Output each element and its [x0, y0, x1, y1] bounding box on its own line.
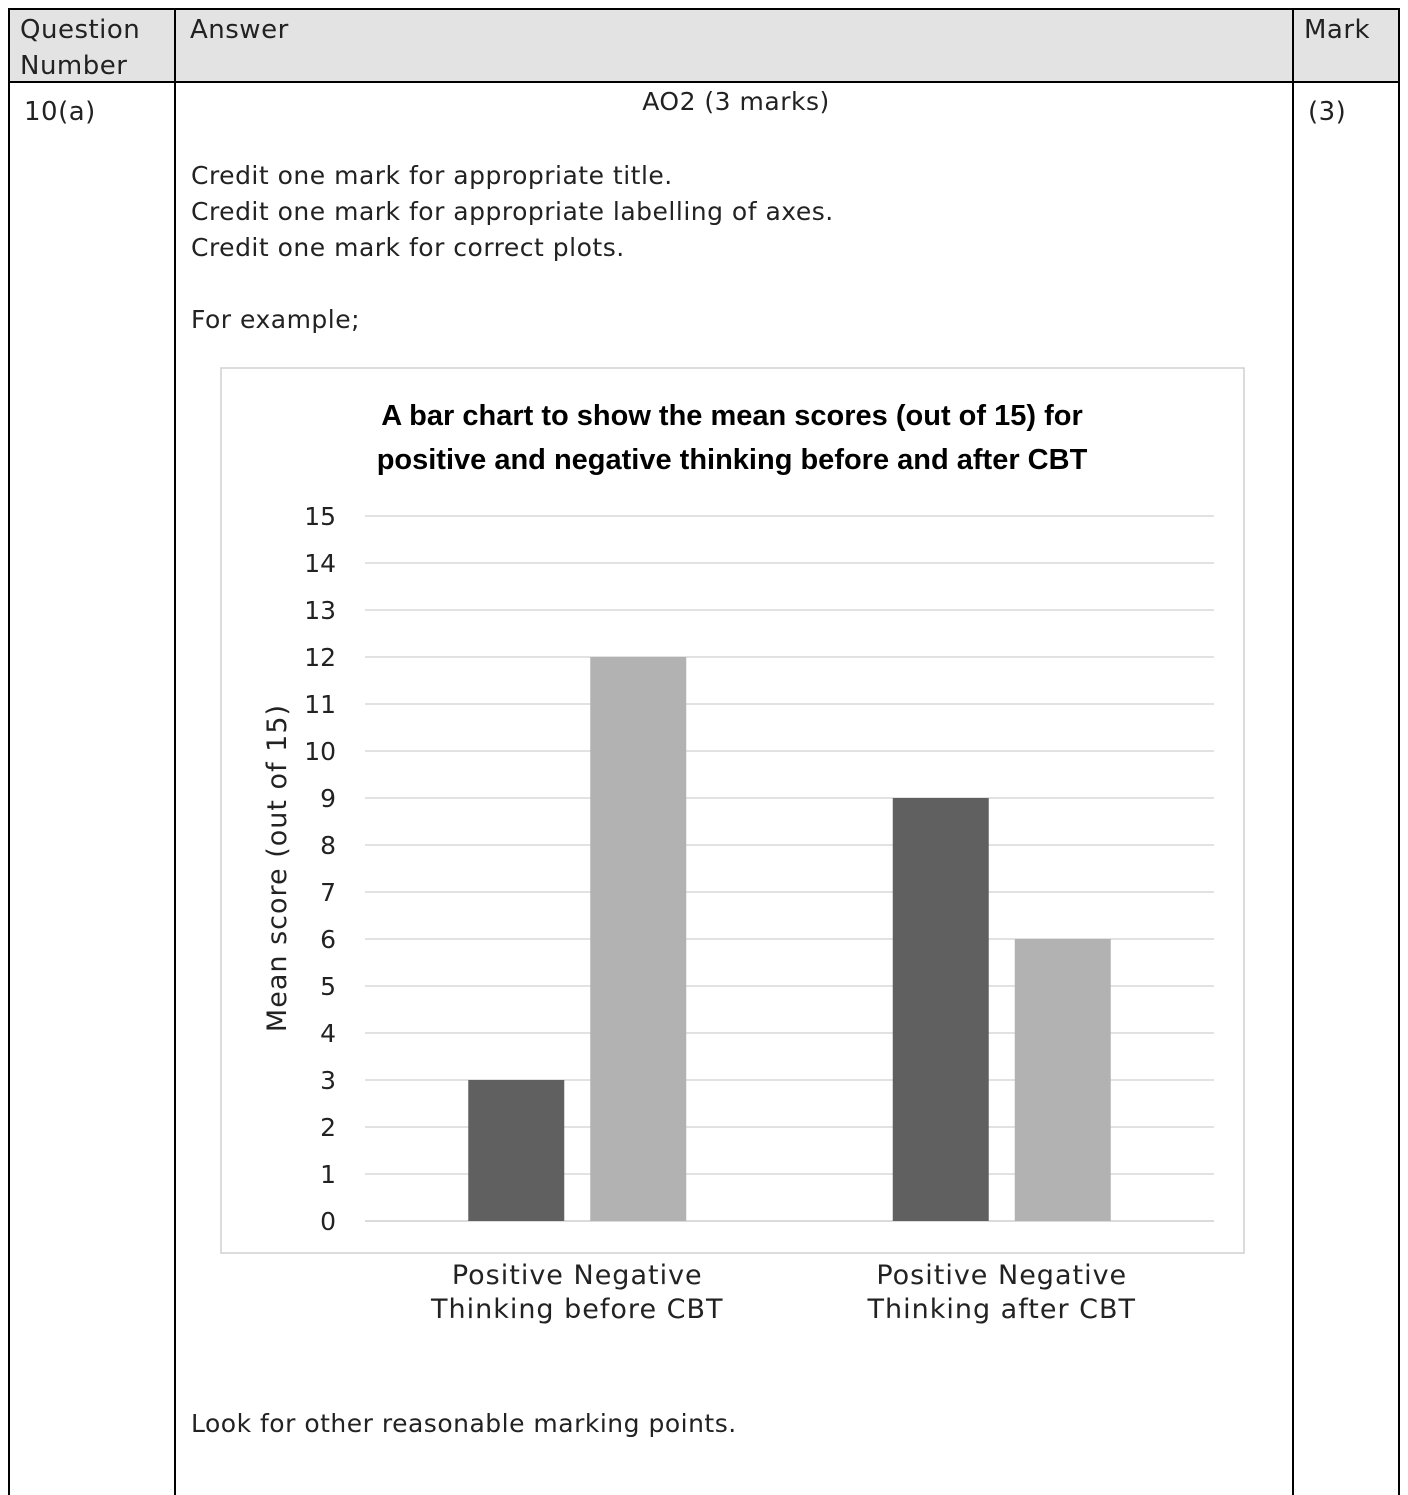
header-question-number: Question Number — [20, 12, 140, 84]
chart-frame — [220, 367, 1245, 1254]
y-tick-label: 6 — [320, 925, 336, 954]
column-divider-1 — [174, 8, 176, 1495]
ao-heading: AO2 (3 marks) — [642, 87, 830, 116]
y-tick-label: 15 — [304, 502, 336, 531]
header-answer: Answer — [190, 15, 289, 45]
footer-note: Look for other reasonable marking points… — [191, 1409, 737, 1438]
chart-title-line-1: A bar chart to show the mean scores (out… — [381, 400, 1082, 432]
bar — [892, 798, 989, 1221]
table-header-row — [8, 8, 1400, 82]
y-tick-label: 13 — [304, 596, 336, 625]
y-tick-label: 3 — [320, 1066, 336, 1095]
y-tick-label: 5 — [320, 972, 336, 1001]
bar — [1014, 939, 1111, 1221]
y-tick-label: 4 — [320, 1019, 336, 1048]
header-question-line-1: Question — [20, 15, 141, 45]
y-axis-label: Mean score (out of 15) — [262, 704, 293, 1032]
y-tick-label: 11 — [304, 690, 336, 719]
x-category-label: Positive Negative — [452, 1260, 703, 1291]
criterion-axes: Credit one mark for appropriate labellin… — [191, 197, 834, 226]
mark-value: (3) — [1308, 97, 1347, 127]
criterion-title: Credit one mark for appropriate title. — [191, 161, 673, 190]
mark-scheme-table: Question Number Answer Mark 10(a) (3) AO… — [8, 8, 1400, 1495]
y-tick-label: 7 — [320, 878, 336, 907]
table-right-border — [1398, 8, 1400, 1495]
bar — [590, 657, 687, 1221]
x-category-label: Thinking before CBT — [430, 1294, 724, 1325]
x-category-label: Thinking after CBT — [866, 1294, 1136, 1325]
y-tick-label: 0 — [320, 1207, 336, 1236]
y-tick-label: 2 — [320, 1113, 336, 1142]
y-tick-label: 14 — [304, 549, 336, 578]
y-tick-label: 8 — [320, 831, 336, 860]
table-top-border — [8, 8, 1400, 10]
header-bottom-border — [8, 81, 1400, 83]
column-divider-2 — [1292, 8, 1294, 1495]
y-tick-label: 1 — [320, 1160, 336, 1189]
question-number: 10(a) — [24, 97, 96, 127]
y-tick-label: 10 — [304, 737, 336, 766]
y-tick-label: 12 — [304, 643, 336, 672]
criterion-plots: Credit one mark for correct plots. — [191, 233, 625, 262]
example-intro: For example; — [191, 305, 361, 334]
bar — [468, 1080, 565, 1221]
chart-title-line-2: positive and negative thinking before an… — [377, 444, 1088, 476]
x-category-label: Positive Negative — [876, 1260, 1127, 1291]
y-tick-label: 9 — [320, 784, 336, 813]
header-mark: Mark — [1304, 15, 1371, 45]
table-left-border — [8, 8, 10, 1495]
header-question-line-2: Number — [20, 51, 128, 81]
